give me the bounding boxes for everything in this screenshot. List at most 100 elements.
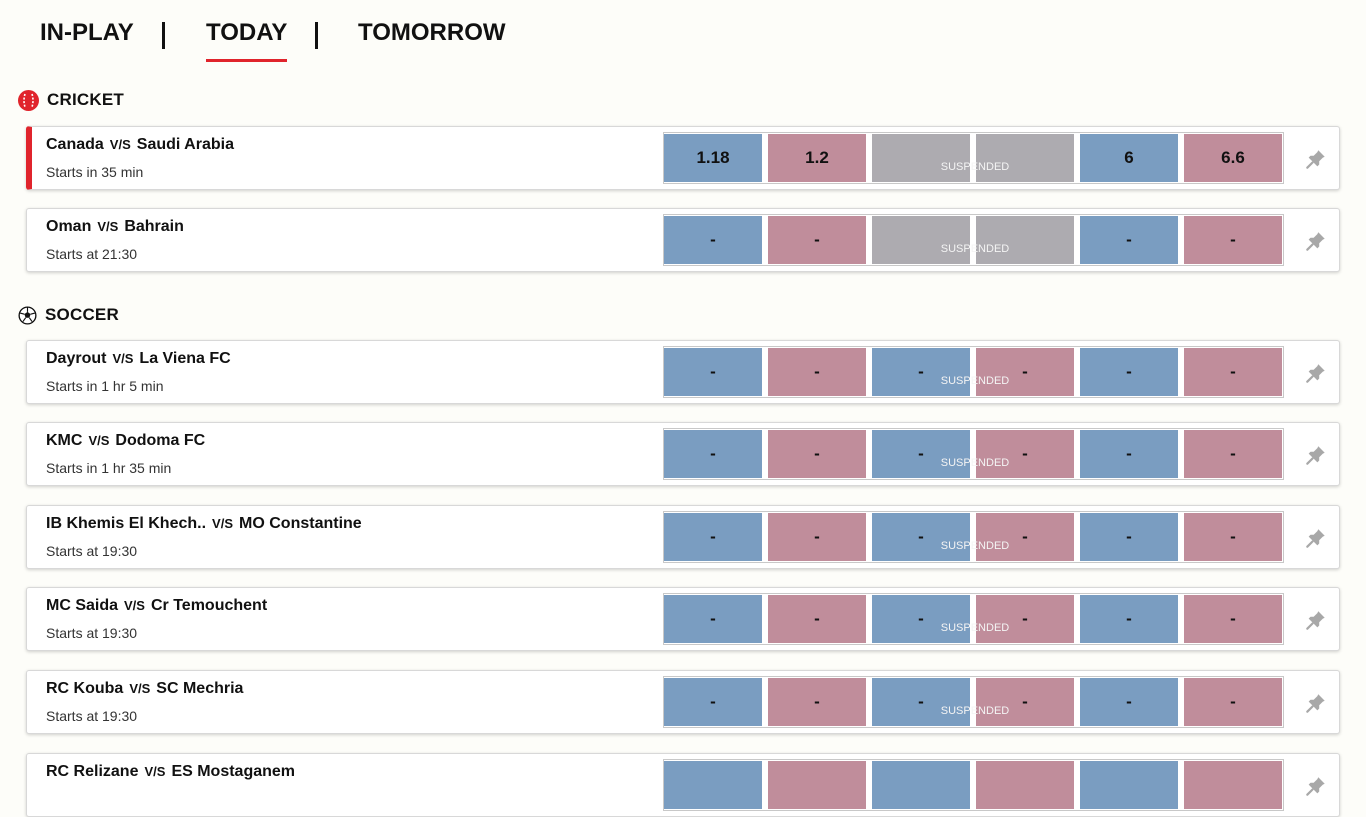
odds-lay-cell[interactable]: - bbox=[1184, 513, 1282, 561]
event-row[interactable]: RC Kouba V/S SC Mechria Starts at 19:30 --… bbox=[26, 670, 1340, 734]
date-tabs: IN-PLAY TODAY TOMORROW bbox=[0, 0, 1366, 70]
odds-back-cell[interactable]: - bbox=[1080, 595, 1178, 643]
event-teams[interactable]: Canada V/S Saudi Arabia bbox=[46, 136, 234, 154]
odds-back-cell[interactable]: - bbox=[872, 348, 970, 396]
odds-panel: - - - - - - SUSPENDED bbox=[663, 511, 1284, 563]
home-team: Dayrout bbox=[46, 350, 107, 367]
away-team: Dodoma FC bbox=[115, 432, 206, 449]
event-row[interactable]: Dayrout V/S La Viena FC Starts in 1 hr 5 m… bbox=[26, 340, 1340, 404]
tab-today[interactable]: TODAY bbox=[206, 19, 288, 62]
home-team: IB Khemis El Khech.. bbox=[46, 515, 207, 532]
odds-back-cell[interactable]: - bbox=[664, 678, 762, 726]
odds-back-cell[interactable]: 6 bbox=[1080, 134, 1178, 182]
tab-tomorrow[interactable]: TOMORROW bbox=[358, 19, 506, 46]
odds-back-cell[interactable]: - bbox=[1080, 678, 1178, 726]
odds-panel: - - - - - - SUSPENDED bbox=[663, 428, 1284, 480]
odds-panel: - - - - - - SUSPENDED bbox=[663, 676, 1284, 728]
odds-lay-cell[interactable]: - bbox=[768, 595, 866, 643]
event-teams[interactable]: Oman V/S Bahrain bbox=[46, 218, 184, 236]
away-team: Saudi Arabia bbox=[136, 136, 234, 153]
section-title: SOCCER bbox=[45, 305, 119, 324]
pin-icon[interactable] bbox=[1305, 609, 1327, 631]
odds-suspended-cell[interactable] bbox=[872, 216, 970, 264]
odds-back-cell[interactable]: - bbox=[1080, 216, 1178, 264]
away-team: MO Constantine bbox=[239, 515, 362, 532]
odds-back-cell[interactable]: 1.18 bbox=[664, 134, 762, 182]
pin-icon[interactable] bbox=[1305, 362, 1327, 384]
odds-lay-cell[interactable]: - bbox=[1184, 216, 1282, 264]
odds-back-cell[interactable]: - bbox=[1080, 513, 1178, 561]
odds-panel: - - - - - - SUSPENDED bbox=[663, 593, 1284, 645]
odds-back-cell[interactable]: - bbox=[664, 348, 762, 396]
odds-back-cell[interactable] bbox=[664, 761, 762, 809]
pin-icon[interactable] bbox=[1305, 775, 1327, 797]
event-teams[interactable]: Dayrout V/S La Viena FC bbox=[46, 350, 231, 368]
odds-lay-cell[interactable]: - bbox=[768, 348, 866, 396]
section-header-cricket: CRICKET bbox=[18, 88, 124, 112]
odds-lay-cell[interactable] bbox=[768, 761, 866, 809]
odds-back-cell[interactable]: - bbox=[664, 513, 762, 561]
pin-icon[interactable] bbox=[1305, 230, 1327, 252]
event-teams[interactable]: RC Relizane V/S ES Mostaganem bbox=[46, 763, 295, 781]
event-teams[interactable]: RC Kouba V/S SC Mechria bbox=[46, 680, 243, 698]
event-start-time: Starts at 19:30 bbox=[46, 543, 138, 559]
event-teams[interactable]: IB Khemis El Khech.. V/S MO Constantine bbox=[46, 515, 362, 533]
pin-icon[interactable] bbox=[1305, 148, 1327, 170]
odds-lay-cell[interactable]: - bbox=[1184, 430, 1282, 478]
odds-back-cell[interactable]: - bbox=[664, 430, 762, 478]
odds-back-cell[interactable] bbox=[1080, 761, 1178, 809]
versus-label: V/S bbox=[144, 764, 166, 779]
odds-lay-cell[interactable]: 1.2 bbox=[768, 134, 866, 182]
pin-icon[interactable] bbox=[1305, 527, 1327, 549]
tab-divider bbox=[162, 22, 165, 49]
odds-panel: - - - - SUSPENDED bbox=[663, 214, 1284, 266]
event-teams[interactable]: KMC V/S Dodoma FC bbox=[46, 432, 205, 450]
tab-in-play[interactable]: IN-PLAY bbox=[40, 19, 134, 46]
odds-panel: - - - - - - SUSPENDED bbox=[663, 346, 1284, 398]
event-row[interactable]: RC Relizane V/S ES Mostaganem bbox=[26, 753, 1340, 817]
odds-lay-cell[interactable] bbox=[976, 761, 1074, 809]
odds-lay-cell[interactable] bbox=[1184, 761, 1282, 809]
event-teams[interactable]: MC Saida V/S Cr Temouchent bbox=[46, 597, 267, 615]
odds-lay-cell[interactable]: - bbox=[1184, 678, 1282, 726]
odds-lay-cell[interactable]: 6.6 bbox=[1184, 134, 1282, 182]
odds-lay-cell[interactable]: - bbox=[768, 678, 866, 726]
versus-label: V/S bbox=[109, 137, 131, 152]
odds-lay-cell[interactable]: - bbox=[768, 216, 866, 264]
pin-icon[interactable] bbox=[1305, 692, 1327, 714]
odds-lay-cell[interactable]: - bbox=[976, 678, 1074, 726]
odds-suspended-cell[interactable] bbox=[976, 216, 1074, 264]
odds-suspended-cell[interactable] bbox=[872, 134, 970, 182]
odds-lay-cell[interactable]: - bbox=[1184, 348, 1282, 396]
event-row[interactable]: KMC V/S Dodoma FC Starts in 1 hr 35 min --… bbox=[26, 422, 1340, 486]
odds-lay-cell[interactable]: - bbox=[976, 430, 1074, 478]
odds-lay-cell[interactable]: - bbox=[976, 348, 1074, 396]
odds-lay-cell[interactable]: - bbox=[1184, 595, 1282, 643]
odds-suspended-cell[interactable] bbox=[976, 134, 1074, 182]
odds-panel: 1.18 1.2 6 6.6 SUSPENDED bbox=[663, 132, 1284, 184]
soccer-ball-icon bbox=[18, 305, 37, 325]
odds-lay-cell[interactable]: - bbox=[768, 513, 866, 561]
odds-back-cell[interactable]: - bbox=[1080, 348, 1178, 396]
odds-lay-cell[interactable]: - bbox=[976, 513, 1074, 561]
versus-label: V/S bbox=[97, 219, 119, 234]
pin-icon[interactable] bbox=[1305, 444, 1327, 466]
odds-back-cell[interactable]: - bbox=[872, 595, 970, 643]
event-row[interactable]: Canada V/S Saudi Arabia Starts in 35 min 1… bbox=[26, 126, 1340, 190]
event-row[interactable]: Oman V/S Bahrain Starts at 21:30 - - - - SUSPE… bbox=[26, 208, 1340, 272]
odds-lay-cell[interactable]: - bbox=[976, 595, 1074, 643]
event-start-time: Starts at 19:30 bbox=[46, 708, 138, 724]
tab-divider bbox=[315, 22, 318, 49]
odds-back-cell[interactable]: - bbox=[872, 513, 970, 561]
odds-back-cell[interactable]: - bbox=[1080, 430, 1178, 478]
odds-back-cell[interactable]: - bbox=[664, 595, 762, 643]
odds-back-cell[interactable] bbox=[872, 761, 970, 809]
odds-back-cell[interactable]: - bbox=[664, 216, 762, 264]
odds-back-cell[interactable]: - bbox=[872, 430, 970, 478]
odds-lay-cell[interactable]: - bbox=[768, 430, 866, 478]
odds-back-cell[interactable]: - bbox=[872, 678, 970, 726]
event-row[interactable]: MC Saida V/S Cr Temouchent Starts at 19:30… bbox=[26, 587, 1340, 651]
away-team: Bahrain bbox=[124, 218, 184, 235]
event-row[interactable]: IB Khemis El Khech.. V/S MO Constantine St… bbox=[26, 505, 1340, 569]
home-team: KMC bbox=[46, 432, 83, 449]
